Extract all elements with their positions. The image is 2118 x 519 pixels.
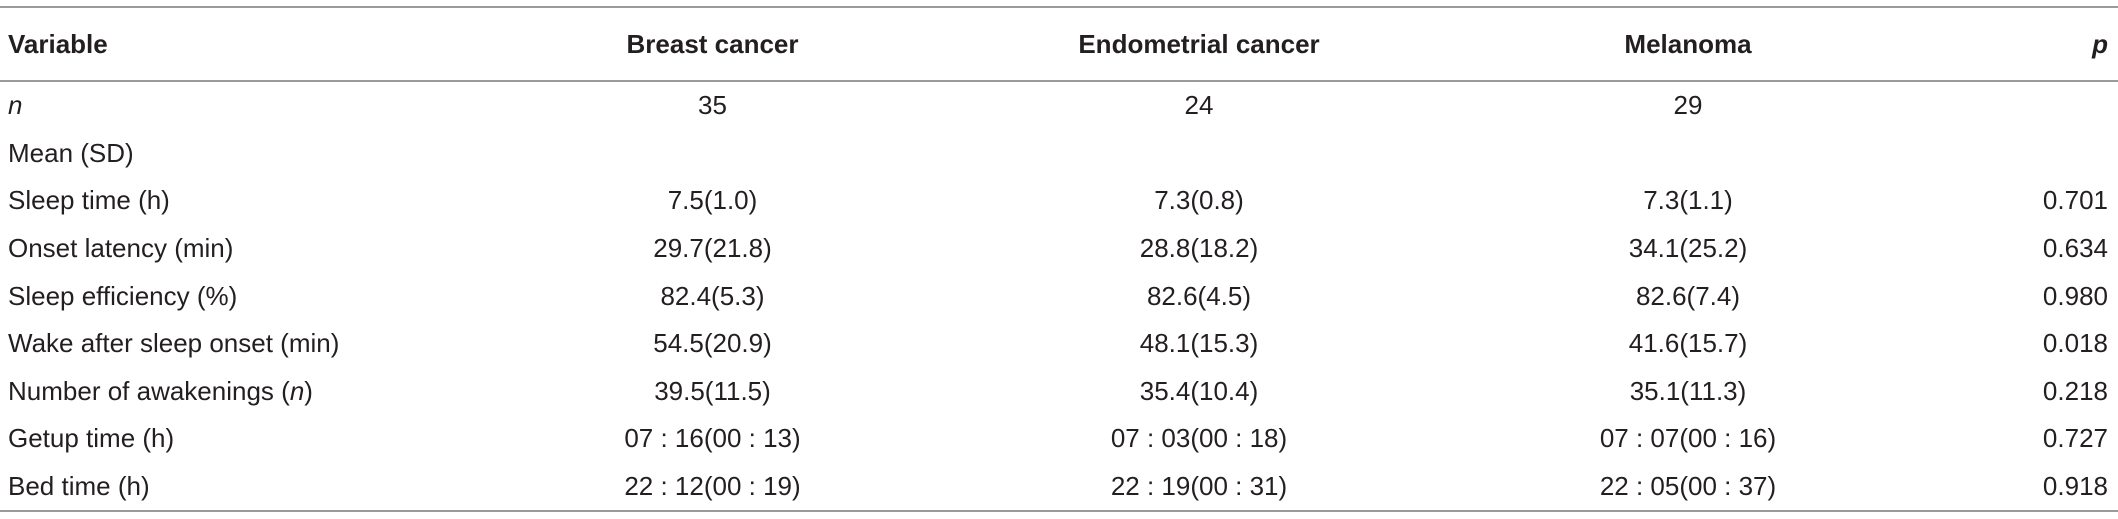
cell: 07 : 07(00 : 16) (1599, 423, 1777, 454)
table-row: Getup time (h) 07 : 16(00 : 13) 07 : 03(00… (0, 415, 2118, 463)
row-label: Sleep time (h) (8, 185, 170, 216)
row-label: Mean (SD) (8, 137, 134, 168)
header-cell: Melanoma (1473, 6, 1903, 82)
cell: 22 : 05(00 : 37) (1473, 462, 1903, 513)
cell (500, 130, 925, 178)
row-label: n (8, 90, 23, 121)
row-label: Getup time (h) (8, 423, 175, 454)
cell: 0.218 (2042, 375, 2108, 406)
cell: 39.5(11.5) (654, 375, 771, 406)
row-label: Onset latency (min) (8, 233, 234, 264)
header-row: Variable Breast cancer Endometrial cancer M… (0, 6, 2118, 82)
cell (1903, 81, 2118, 130)
data-table: Variable Breast cancer Endometrial cancer M… (0, 6, 2118, 513)
cell: 0.727 (2042, 423, 2108, 454)
table-row: Onset latency (min) 29.7(21.8) 28.8(18.2) 3… (0, 225, 2118, 273)
row-label: Wake after sleep onset (min) (8, 328, 340, 359)
cell: 0.918 (1903, 462, 2118, 513)
cell: 35.1(11.3) (1629, 375, 1747, 406)
cell: 7.3(0.8) (1154, 185, 1244, 216)
cell: 82.6(4.5) (1146, 280, 1252, 311)
table-row: Number of awakenings (n) 39.5(11.5) 35.4(1… (0, 368, 2118, 416)
table-row: Mean (SD) (0, 130, 2118, 178)
cell: 0.701 (2042, 185, 2108, 216)
label-part: ) (304, 375, 313, 406)
cell (1903, 130, 2118, 178)
table-row: Sleep time (h) 7.5(1.0) 7.3(0.8) 7.3(1.1) 0.… (0, 177, 2118, 225)
cell: 22 : 19(00 : 31) (925, 462, 1473, 513)
cell: 0.018 (2042, 328, 2108, 359)
header-cell: Breast cancer (500, 6, 925, 82)
page: {"table": { "header": ["Variable", "Brea… (0, 6, 2118, 519)
table-row: Wake after sleep onset (min) 54.5(20.9) 48… (0, 320, 2118, 368)
cell: 82.4(5.3) (660, 280, 765, 311)
cell: 07 : 16(00 : 13) (624, 423, 801, 454)
cell: 0.980 (2042, 280, 2108, 311)
cell: 24 (1184, 90, 1214, 121)
row-label: Number of awakenings (n) (0, 368, 500, 416)
cell: 29.7(21.8) (653, 233, 772, 264)
cell: 7.5(1.0) (667, 185, 758, 216)
cell (1473, 130, 1903, 178)
table-body: n 35 24 29 Mean (SD) Sleep time (h) 7.5(1.0) 7.… (0, 81, 2118, 513)
table-row: Sleep efficiency (%) 82.4(5.3) 82.6(4.5) 82… (0, 272, 2118, 320)
table-row: Bed time (h) 22 : 12(00 : 19) 22 : 19(00 :… (0, 462, 2118, 513)
cell: 22 : 12(00 : 19) (500, 462, 925, 513)
row-label: Sleep efficiency (%) (8, 280, 238, 311)
cell: 7.3(1.1) (1643, 185, 1733, 216)
header-cell: Variable (0, 6, 500, 82)
label-part: Number of awakenings ( (8, 375, 290, 406)
cell: 48.1(15.3) (1139, 328, 1259, 359)
cell: 41.6(15.7) (1628, 328, 1748, 359)
cell (925, 130, 1473, 178)
cell: 54.5(20.9) (653, 328, 772, 359)
cell: 07 : 03(00 : 18) (1110, 423, 1288, 454)
cell: 35.4(10.4) (1139, 375, 1259, 406)
cell: 29 (1673, 90, 1703, 121)
header-cell: p (1903, 6, 2118, 82)
table-row: n 35 24 29 (0, 81, 2118, 130)
row-label: Bed time (h) (0, 462, 500, 513)
cell: 0.634 (2042, 233, 2108, 264)
cell: 35 (698, 90, 727, 121)
cell: 34.1(25.2) (1628, 233, 1748, 264)
header-cell: Endometrial cancer (925, 6, 1473, 82)
cell: 82.6(7.4) (1635, 280, 1741, 311)
cell: 28.8(18.2) (1139, 233, 1259, 264)
label-part: n (289, 375, 305, 406)
